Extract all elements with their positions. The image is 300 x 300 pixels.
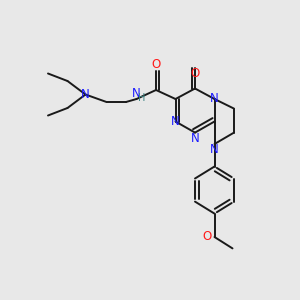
Text: N: N [190, 132, 200, 145]
Text: O: O [152, 58, 160, 71]
Text: N: N [210, 92, 219, 106]
Text: N: N [81, 88, 90, 101]
Text: O: O [202, 230, 211, 244]
Text: H: H [138, 93, 145, 103]
Text: N: N [132, 87, 141, 100]
Text: N: N [210, 143, 219, 156]
Text: O: O [190, 67, 200, 80]
Text: N: N [171, 115, 180, 128]
